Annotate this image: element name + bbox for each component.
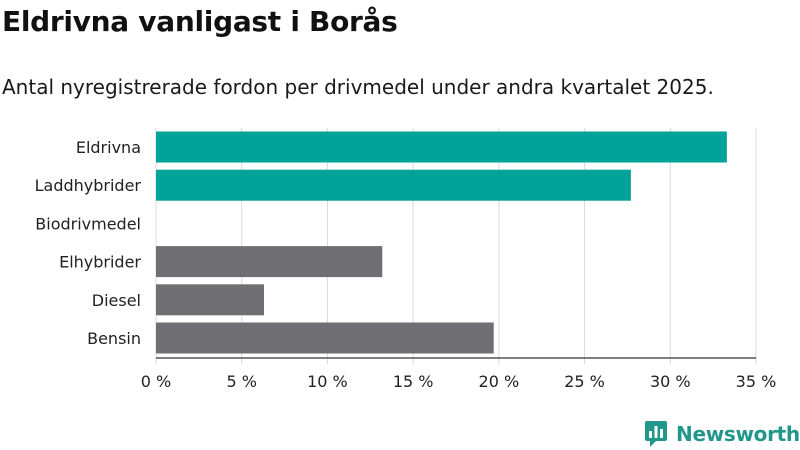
x-tick-label: 20 %: [479, 372, 520, 391]
y-tick-label: Eldrivna: [76, 138, 141, 157]
chart-title: Eldrivna vanligast i Borås: [2, 5, 398, 38]
y-tick-label: Bensin: [87, 329, 141, 348]
y-tick-label: Diesel: [92, 291, 141, 310]
brand-logo: Newsworthy: [644, 420, 800, 448]
x-tick-label: 25 %: [564, 372, 605, 391]
bar-bensin: [156, 322, 494, 354]
bar-laddhybrider: [156, 169, 631, 201]
brand-name: Newsworthy: [676, 422, 800, 446]
bar-eldrivna: [156, 131, 727, 163]
x-tick-label: 35 %: [736, 372, 777, 391]
chart-subtitle: Antal nyregistrerade fordon per drivmede…: [2, 75, 714, 99]
x-tick-label: 5 %: [226, 372, 256, 391]
y-tick-label: Laddhybrider: [35, 176, 142, 195]
bar-elhybrider: [156, 246, 383, 278]
y-tick-label: Biodrivmedel: [35, 214, 141, 233]
x-tick-label: 10 %: [307, 372, 348, 391]
bar-diesel: [156, 284, 264, 316]
x-tick-label: 30 %: [650, 372, 691, 391]
x-tick-label: 0 %: [141, 372, 171, 391]
y-tick-label: Elhybrider: [59, 253, 141, 272]
newsworthy-logo-icon: [645, 421, 667, 447]
x-tick-label: 15 %: [393, 372, 434, 391]
